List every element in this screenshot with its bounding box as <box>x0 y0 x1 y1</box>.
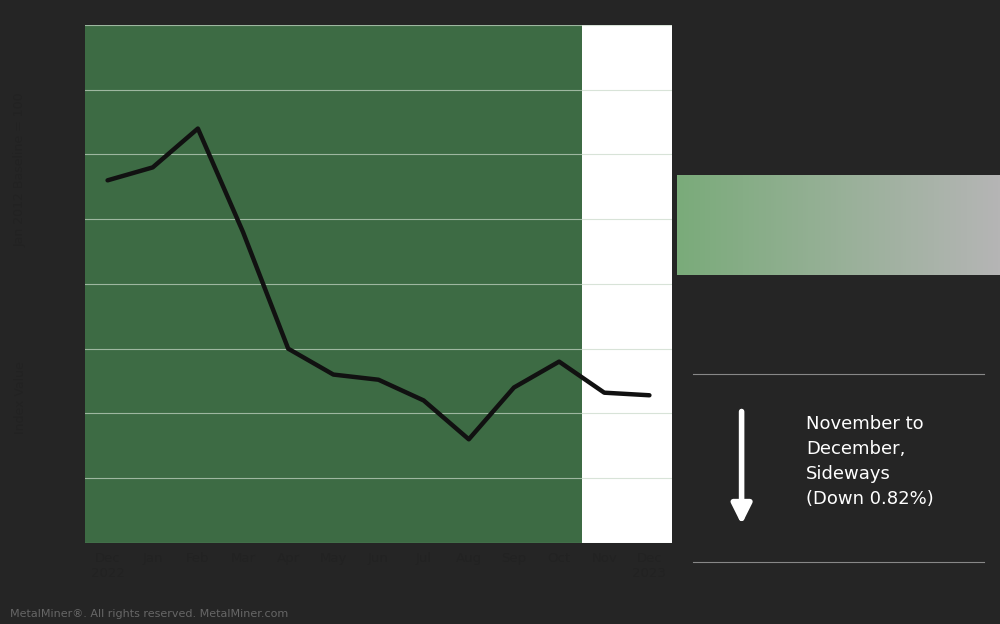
Bar <box>582 25 672 543</box>
Text: MetalMiner®. All rights reserved. MetalMiner.com: MetalMiner®. All rights reserved. MetalM… <box>10 609 288 619</box>
Text: November to
December,
Sideways
(Down 0.82%): November to December, Sideways (Down 0.8… <box>806 415 934 509</box>
Text: Rare Earths
MMI: Rare Earths MMI <box>709 197 855 253</box>
Text: Index Value: Index Value <box>14 361 27 434</box>
Text: Jan 2012 Baseline = 100: Jan 2012 Baseline = 100 <box>14 93 27 247</box>
